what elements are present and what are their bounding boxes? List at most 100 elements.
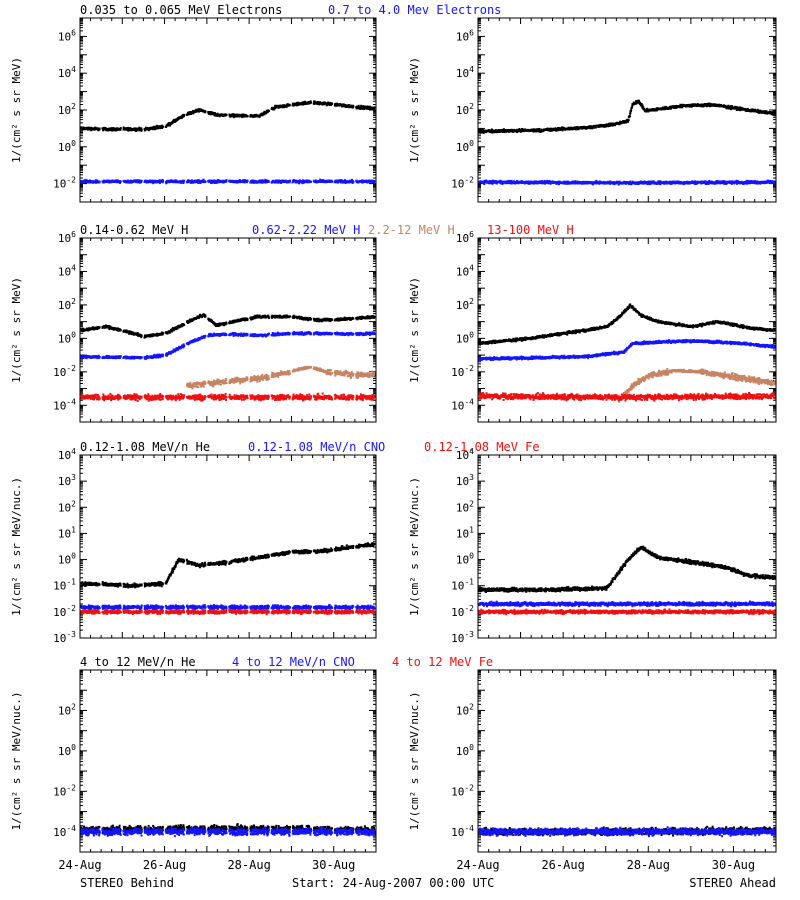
data-point [494, 131, 497, 134]
legend-entry: 0.7 to 4.0 Mev Electrons [328, 3, 501, 17]
data-point [89, 179, 92, 182]
series-points [478, 179, 776, 186]
data-point [361, 107, 364, 110]
data-point [240, 113, 243, 116]
data-point [129, 181, 132, 184]
data-point [642, 106, 645, 109]
data-point [277, 179, 280, 182]
data-point [288, 104, 291, 107]
data-point [162, 180, 165, 183]
y-tick-label: 106 [456, 28, 474, 43]
data-layer [478, 99, 776, 186]
y-axis-label: 1/(cm² s sr MeV) [10, 277, 23, 383]
data-point [98, 180, 101, 183]
data-point [286, 103, 289, 106]
data-point [349, 179, 352, 182]
data-point [631, 105, 634, 108]
data-point [532, 129, 535, 132]
y-tick-label: 104 [58, 65, 76, 80]
data-point [198, 108, 201, 111]
data-point [483, 179, 486, 182]
data-point [745, 179, 748, 182]
data-point [182, 115, 185, 118]
data-point [752, 108, 755, 111]
data-point [739, 106, 742, 109]
data-point [252, 179, 255, 182]
data-point [516, 128, 519, 131]
y-tick-label: 104 [456, 65, 474, 80]
plot-frame [79, 17, 377, 203]
data-point [273, 108, 276, 111]
data-point [181, 179, 184, 182]
data-point [629, 112, 632, 115]
data-point [628, 183, 631, 186]
data-point [309, 180, 312, 183]
data-point [691, 180, 694, 183]
data-point [140, 179, 143, 182]
data-point [627, 119, 630, 122]
data-point [736, 182, 739, 185]
data-point [370, 181, 373, 184]
data-point [530, 180, 533, 183]
data-point [751, 108, 754, 111]
y-tick-label: 106 [58, 28, 76, 43]
data-point [665, 180, 668, 183]
data-point [546, 179, 549, 182]
data-layer [80, 100, 376, 185]
data-point [640, 103, 643, 106]
data-point [549, 129, 552, 132]
data-point [168, 121, 171, 124]
data-point [688, 103, 691, 106]
data-point [557, 183, 560, 186]
y-axis-label: 1/(cm² s sr MeV) [408, 57, 421, 163]
data-point [765, 110, 768, 113]
data-point [358, 106, 361, 109]
panel-behind-1: 1/(cm² s sr MeV) 106 104 102 100 10-2 [10, 17, 377, 203]
data-point [213, 111, 216, 114]
data-point [482, 131, 485, 134]
data-point [559, 128, 562, 131]
data-point [764, 110, 767, 113]
data-point [508, 180, 511, 183]
data-point [373, 107, 376, 110]
data-point [352, 105, 355, 108]
data-point [197, 181, 200, 184]
data-point [537, 182, 540, 185]
data-point [607, 125, 610, 128]
data-point [746, 108, 749, 111]
data-point [340, 181, 343, 184]
data-point [225, 180, 228, 183]
data-point [759, 182, 762, 185]
data-point [488, 129, 491, 132]
data-point [736, 106, 739, 109]
data-point [182, 180, 185, 183]
data-point [135, 179, 138, 182]
legend-entry: 2.2-12 MeV H [368, 223, 455, 237]
data-point [369, 107, 372, 110]
data-point [357, 104, 360, 107]
data-point [537, 129, 540, 132]
data-point [183, 179, 186, 182]
data-point [114, 129, 117, 132]
data-point [608, 182, 611, 185]
data-point [629, 180, 632, 183]
data-point [373, 181, 376, 184]
data-point [615, 182, 618, 185]
data-point [360, 104, 363, 107]
data-point [595, 179, 598, 182]
data-point [277, 106, 280, 109]
data-point [96, 179, 99, 182]
data-point [501, 130, 504, 133]
data-point [574, 128, 577, 131]
data-point [506, 182, 509, 185]
y-tick-label: 102 [456, 102, 474, 117]
data-point [127, 129, 130, 132]
data-point [657, 180, 660, 183]
data-point [119, 181, 122, 184]
data-point [566, 182, 569, 185]
data-point [628, 114, 631, 117]
data-point [193, 181, 196, 184]
data-point [373, 179, 376, 182]
data-point [350, 178, 353, 181]
data-point [561, 129, 564, 132]
